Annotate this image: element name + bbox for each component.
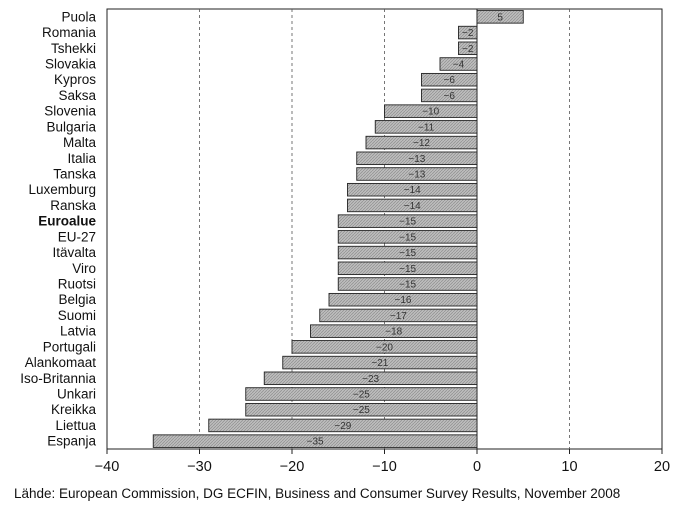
category-label: Itävalta: [52, 245, 96, 260]
bar: [328, 292, 478, 307]
value-label: −2: [462, 44, 474, 55]
bar: [439, 57, 478, 71]
value-label: −14: [404, 185, 421, 196]
value-label: −35: [307, 437, 324, 448]
value-label: −15: [399, 248, 416, 259]
bar: [263, 371, 478, 386]
x-tick-label: −40: [95, 459, 120, 475]
value-label: −21: [371, 358, 388, 369]
bar: [356, 167, 478, 181]
value-label: −15: [399, 264, 416, 275]
category-label: Saksa: [58, 88, 96, 103]
x-tick-label: 20: [654, 459, 670, 475]
value-label: −13: [408, 170, 425, 181]
category-label: Tshekki: [51, 41, 96, 56]
category-label: Kypros: [54, 72, 96, 87]
category-label: Unkari: [57, 387, 96, 402]
category-label: Kreikka: [51, 402, 97, 417]
bar: [347, 182, 478, 197]
source-note: Lähde: European Commission, DG ECFIN, Bu…: [14, 486, 621, 501]
value-labels: 5 −2 −2 −4 −6 −6 −10 −11 −12 −13 −13 −14 −14 −15 −15 −1…: [307, 12, 504, 447]
bar: [458, 41, 478, 56]
value-label: −13: [408, 154, 425, 165]
x-tick-label: 10: [561, 459, 577, 475]
value-label: −20: [376, 342, 393, 353]
x-tick-label: −30: [187, 459, 212, 475]
bar: [384, 104, 478, 118]
category-label: Puola: [61, 9, 96, 24]
bar: [347, 198, 478, 213]
value-label: −12: [413, 138, 430, 149]
bar: [291, 340, 478, 354]
category-label: Slovakia: [45, 57, 97, 72]
category-label: Viro: [72, 261, 96, 276]
value-label: −15: [399, 280, 416, 291]
value-label: −16: [395, 295, 412, 306]
bar: [208, 418, 478, 433]
value-label: −25: [353, 390, 370, 401]
category-label: Slovenia: [44, 104, 96, 119]
category-label: Suomi: [58, 308, 96, 323]
value-label: −2: [462, 28, 474, 39]
value-label: −6: [444, 91, 456, 102]
category-label: Portugali: [43, 339, 96, 354]
category-label: Bulgaria: [46, 119, 96, 134]
value-label: −17: [390, 311, 407, 322]
category-label: Iso-Britannia: [20, 371, 96, 386]
value-label: −25: [353, 405, 370, 416]
value-label: −18: [385, 327, 402, 338]
bar: [356, 151, 478, 166]
x-tick-label: −10: [372, 459, 397, 475]
category-label: Ruotsi: [58, 277, 96, 292]
category-label: Malta: [63, 135, 97, 150]
value-label: −6: [444, 75, 456, 86]
category-label: Romania: [42, 25, 97, 40]
category-label: Espanja: [47, 434, 96, 449]
bar: [152, 434, 478, 448]
bar: [337, 261, 478, 276]
bar: [337, 230, 478, 244]
value-label: −10: [422, 107, 439, 118]
value-label: −14: [404, 201, 421, 212]
bar: [337, 277, 478, 291]
bar: [458, 25, 478, 40]
bar: [421, 88, 478, 103]
category-label: Luxemburg: [28, 182, 96, 197]
bar: [282, 355, 478, 370]
bar: [337, 245, 478, 260]
value-label: −4: [453, 60, 465, 71]
value-label: 5: [497, 12, 503, 23]
bar: [374, 120, 478, 134]
value-label: −29: [334, 421, 351, 432]
category-label: Ranska: [50, 198, 96, 213]
bar: [245, 402, 478, 417]
value-label: −15: [399, 217, 416, 228]
value-label: −15: [399, 232, 416, 243]
category-label: Tanska: [53, 167, 96, 182]
bars: [152, 10, 524, 448]
bar: [245, 387, 478, 401]
category-label: Belgia: [58, 292, 96, 307]
x-tick-label: −20: [280, 459, 305, 475]
value-label: −11: [418, 122, 435, 133]
bar: [319, 308, 478, 323]
category-label: Italia: [67, 151, 96, 166]
value-label: −23: [362, 374, 379, 385]
category-labels: PuolaRomaniaTshekkiSlovakiaKyprosSaksaSl…: [20, 9, 96, 448]
bar: [476, 10, 524, 24]
x-axis: −40 −30 −20 −10 0 10 20: [95, 449, 670, 475]
category-label: Alankomaat: [25, 355, 97, 370]
category-label: EU-27: [58, 229, 96, 244]
category-label: Liettua: [55, 418, 96, 433]
x-tick-label: 0: [473, 459, 481, 475]
category-label: Latvia: [60, 324, 97, 339]
bar: [310, 324, 478, 338]
category-label: Euroalue: [38, 214, 96, 229]
bar: [337, 214, 478, 228]
bar: [365, 135, 478, 150]
bar: [421, 72, 478, 87]
